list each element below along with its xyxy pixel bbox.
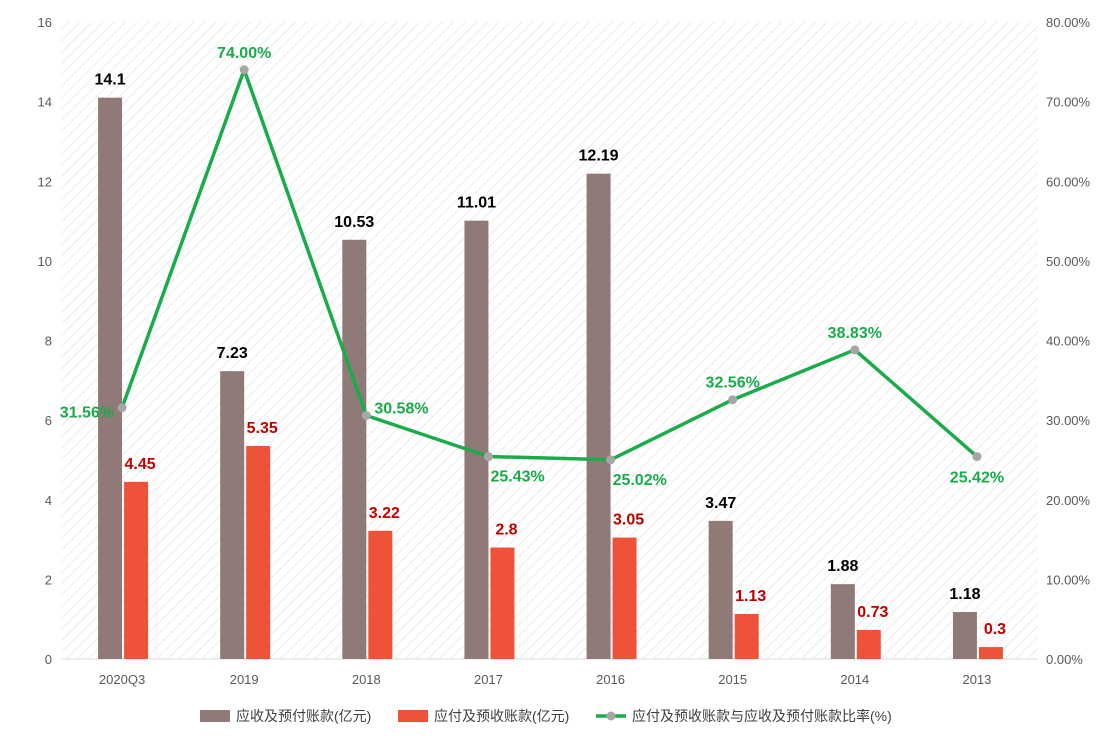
legend-label-receivables: 应收及预付账款(亿元) — [236, 708, 371, 724]
plot-area — [61, 22, 1038, 659]
bar-receivables — [342, 239, 367, 660]
bar-payables-label: 2.8 — [495, 522, 517, 539]
ratio-label: 31.56% — [60, 405, 114, 422]
bar-receivables — [98, 97, 123, 660]
bar-payables-label: 5.35 — [247, 420, 278, 437]
y-left-tick-label: 10 — [38, 254, 52, 269]
bar-payables — [978, 647, 1003, 659]
ratio-label: 25.42% — [950, 470, 1004, 487]
y-right-tick-label: 80.00% — [1046, 15, 1091, 30]
y-left-tick-label: 4 — [45, 493, 52, 508]
bar-receivables — [708, 520, 733, 659]
y-right-tick-label: 40.00% — [1046, 334, 1091, 349]
y-left-tick-label: 2 — [45, 572, 52, 587]
ratio-marker — [483, 452, 493, 462]
y-right-tick-label: 10.00% — [1046, 572, 1091, 587]
y-left-tick-label: 8 — [45, 334, 52, 349]
x-tick-label: 2019 — [230, 672, 259, 687]
bar-receivables-label: 12.19 — [579, 148, 619, 165]
bar-payables — [246, 446, 271, 659]
bar-receivables — [952, 612, 977, 659]
bar-receivables-label: 1.18 — [949, 586, 980, 603]
ratio-marker — [361, 411, 371, 421]
x-tick-label: 2013 — [962, 672, 991, 687]
bar-receivables-label: 14.1 — [94, 72, 125, 89]
x-tick-label: 2015 — [718, 672, 747, 687]
bar-receivables-label: 11.01 — [457, 195, 496, 212]
legend-swatch-receivables — [200, 710, 230, 722]
legend-label-ratio: 应付及预收账款与应收及预付账款比率(%) — [632, 708, 892, 724]
bar-receivables — [586, 173, 611, 660]
ratio-label: 30.58% — [374, 401, 428, 418]
x-tick-label: 2018 — [352, 672, 381, 687]
x-tick-label: 2014 — [840, 672, 869, 687]
bar-payables-label: 3.22 — [369, 505, 400, 522]
legend-swatch-payables — [398, 710, 428, 722]
ratio-marker — [728, 395, 738, 405]
bar-receivables-label: 10.53 — [334, 214, 374, 231]
x-tick-label: 2020Q3 — [99, 672, 145, 687]
bar-receivables — [464, 220, 489, 659]
bar-receivables-label: 7.23 — [217, 345, 248, 362]
y-right-tick-label: 50.00% — [1046, 254, 1091, 269]
y-left-tick-label: 0 — [45, 652, 52, 667]
bar-payables — [612, 537, 637, 659]
y-left-tick-label: 6 — [45, 413, 52, 428]
ratio-marker — [972, 452, 982, 462]
ratio-marker — [606, 455, 616, 465]
bar-payables — [856, 629, 881, 659]
bar-payables — [734, 614, 759, 659]
bar-payables-label: 0.73 — [857, 604, 888, 621]
x-tick-label: 2016 — [596, 672, 625, 687]
bar-payables-label: 3.05 — [613, 512, 644, 529]
ratio-marker — [117, 403, 127, 413]
ratio-marker — [850, 345, 860, 355]
bar-receivables-label: 1.88 — [827, 558, 858, 575]
y-right-tick-label: 0.00% — [1046, 652, 1083, 667]
bar-receivables — [830, 584, 855, 659]
y-left-tick-label: 12 — [38, 174, 52, 189]
ratio-label: 74.00% — [217, 45, 271, 62]
y-right-tick-label: 30.00% — [1046, 413, 1091, 428]
y-left-tick-label: 16 — [38, 15, 52, 30]
bar-payables — [490, 547, 515, 659]
legend-marker-ratio — [606, 711, 616, 721]
legend-label-payables: 应付及预收账款(亿元) — [434, 708, 569, 724]
ratio-label: 25.43% — [490, 469, 544, 486]
y-right-tick-label: 60.00% — [1046, 174, 1091, 189]
y-left-tick-label: 14 — [38, 95, 52, 110]
y-right-tick-label: 70.00% — [1046, 95, 1091, 110]
ratio-label: 32.56% — [706, 375, 760, 392]
bar-receivables — [220, 371, 245, 659]
ratio-label: 38.83% — [828, 325, 882, 342]
bar-receivables-label: 3.47 — [705, 495, 736, 512]
bar-payables-label: 4.45 — [124, 456, 155, 473]
bar-payables — [368, 530, 393, 659]
legend: 应收及预付账款(亿元) 应付及预收账款(亿元) 应付及预收账款与应收及预付账款比率(… — [200, 708, 892, 724]
y-right-tick-label: 20.00% — [1046, 493, 1091, 508]
bar-payables-label: 1.13 — [735, 588, 766, 605]
ratio-line — [120, 68, 979, 462]
bar-payables-label: 0.3 — [984, 621, 1006, 638]
x-tick-label: 2017 — [474, 672, 503, 687]
ratio-marker — [239, 65, 249, 75]
bar-payables — [124, 481, 149, 659]
ratio-label: 25.02% — [613, 472, 667, 489]
